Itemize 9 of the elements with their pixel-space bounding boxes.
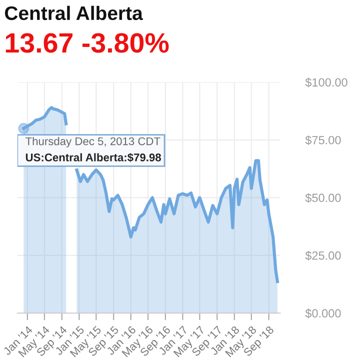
annotation: Thursday Dec 5, 2013 CDT bbox=[26, 137, 160, 148]
chart-subtitle: 13.67 -3.80% bbox=[6, 33, 169, 53]
y-tick-label: $0.000 bbox=[305, 308, 341, 318]
y-tick-label: $75.00 bbox=[305, 135, 341, 146]
y-tick-label: $25.00 bbox=[305, 250, 341, 260]
chart-title: Central Alberta bbox=[4, 6, 143, 20]
y-tick-label: $100.00 bbox=[305, 78, 348, 88]
y-tick-label: $50.00 bbox=[305, 193, 341, 203]
annotation: US:Central Alberta:$79.98 bbox=[26, 153, 161, 162]
